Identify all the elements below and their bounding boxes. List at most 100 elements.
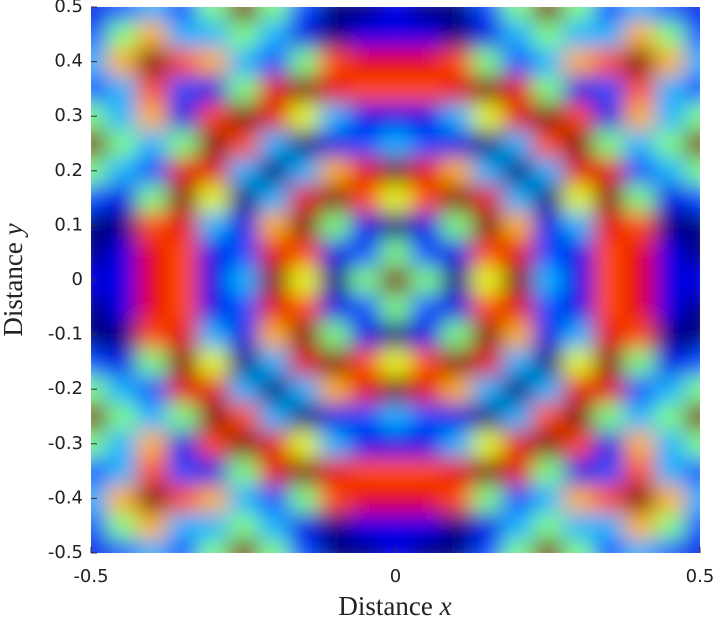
heat-cell — [319, 20, 351, 49]
heat-cell — [684, 512, 700, 540]
heat-cell — [562, 211, 594, 240]
heat-cell — [380, 484, 412, 513]
heat-cell — [197, 102, 229, 131]
heat-cell — [562, 457, 594, 486]
heat-cell — [197, 402, 229, 431]
heat-cell — [471, 484, 503, 513]
heat-cell — [136, 375, 168, 404]
y-tick-label: 0 — [72, 269, 83, 290]
heat-cell — [410, 348, 442, 377]
y-label-text: Distance — [0, 242, 28, 336]
heat-cell — [136, 457, 168, 486]
heat-cell — [197, 539, 229, 553]
heat-cell — [167, 102, 199, 131]
heat-cell — [562, 293, 594, 322]
heat-cell — [532, 457, 564, 486]
heat-cell — [319, 266, 351, 295]
heat-cell — [532, 375, 564, 404]
heat-cell — [502, 430, 534, 458]
heat-cell — [562, 539, 594, 553]
heat-cell — [654, 293, 686, 322]
heat-cell — [380, 102, 412, 131]
heat-cell — [593, 184, 625, 213]
heat-cell — [228, 266, 259, 295]
heat-cell — [593, 75, 625, 104]
heat-cell — [197, 129, 229, 158]
heat-cell — [441, 7, 473, 22]
heat-cell — [471, 457, 503, 486]
heat-cell — [228, 239, 259, 267]
heat-cell — [410, 430, 442, 458]
heat-cell — [319, 211, 351, 240]
heat-cell — [410, 375, 442, 404]
heat-cell — [380, 430, 412, 458]
heat-cell — [623, 539, 655, 553]
heat-cell — [684, 266, 700, 295]
heat-cell — [623, 512, 655, 540]
heat-cell — [532, 239, 564, 267]
heat-cell — [167, 157, 199, 185]
heat-cell — [136, 75, 168, 104]
heat-cell — [471, 20, 503, 49]
heat-cell — [562, 184, 594, 213]
heat-cell — [91, 348, 107, 377]
heat-cell — [502, 184, 534, 213]
heat-cell — [91, 47, 107, 76]
heat-cell — [684, 539, 700, 553]
heat-cell — [319, 484, 351, 513]
heat-cell — [502, 375, 534, 404]
heat-cell — [288, 484, 320, 513]
heat-cell — [593, 293, 625, 322]
heat-cell — [288, 20, 320, 49]
heat-cell — [228, 184, 259, 213]
heat-cell — [380, 157, 412, 185]
heat-cell — [502, 320, 534, 349]
heat-cell — [654, 129, 686, 158]
heat-cell — [319, 75, 351, 104]
heat-cell — [288, 7, 320, 22]
heat-cell — [380, 129, 412, 158]
heat-cell — [684, 7, 700, 22]
heat-cell — [623, 320, 655, 349]
heat-cell — [471, 211, 503, 240]
heat-cell — [502, 293, 534, 322]
heat-cell — [623, 102, 655, 131]
heat-cell — [167, 484, 199, 513]
heat-cell — [623, 7, 655, 22]
heat-cell — [441, 129, 473, 158]
heat-cell — [441, 320, 473, 349]
heat-cell — [623, 402, 655, 431]
heat-cell — [319, 402, 351, 431]
heat-cell — [167, 211, 199, 240]
heat-cell — [380, 375, 412, 404]
heat-cell — [623, 266, 655, 295]
heat-cell — [228, 20, 259, 49]
heat-cell — [288, 129, 320, 158]
heat-cell — [258, 293, 290, 322]
heat-cell — [562, 430, 594, 458]
heat-cell — [167, 239, 199, 267]
heat-cell — [654, 457, 686, 486]
heat-cell — [197, 75, 229, 104]
heat-cell — [623, 239, 655, 267]
heat-cell — [106, 102, 138, 131]
y-tick-label: -0.1 — [48, 324, 83, 345]
heat-cell — [319, 129, 351, 158]
heat-cell — [319, 102, 351, 131]
heat-cell — [197, 375, 229, 404]
heat-cell — [502, 539, 534, 553]
heat-cell — [593, 239, 625, 267]
heat-cell — [654, 348, 686, 377]
heat-cell — [532, 293, 564, 322]
heat-cell — [288, 375, 320, 404]
heat-cell — [136, 129, 168, 158]
heat-cell — [532, 484, 564, 513]
heat-cell — [228, 457, 259, 486]
heat-cell — [349, 7, 381, 22]
heat-cell — [471, 348, 503, 377]
heat-cell — [410, 20, 442, 49]
heat-cell — [623, 20, 655, 49]
heat-cell — [197, 293, 229, 322]
heat-cell — [106, 430, 138, 458]
heat-cell — [684, 293, 700, 322]
